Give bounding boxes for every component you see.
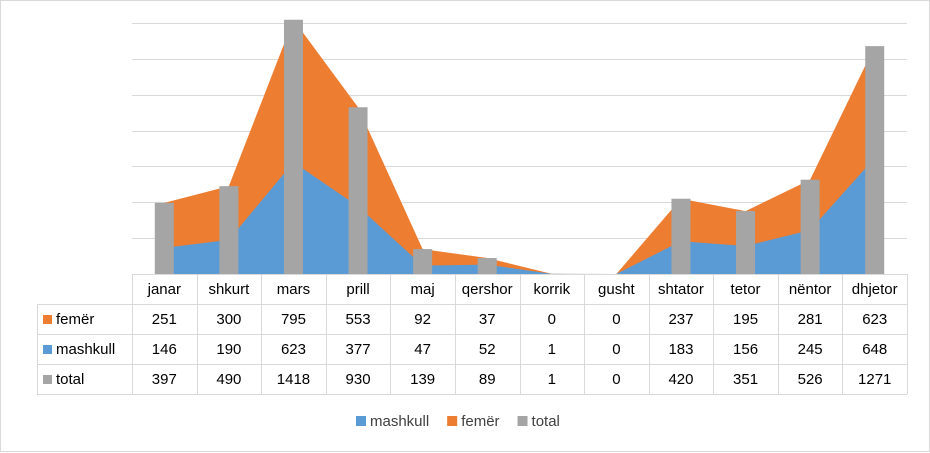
data-cell: 490 (216, 371, 241, 388)
legend: mashkull femër total (356, 413, 560, 430)
category-label: prill (346, 281, 369, 298)
data-cell: 281 (798, 311, 823, 328)
data-cell: 0 (548, 311, 556, 328)
data-cell: 351 (733, 371, 758, 388)
category-label: qershor (462, 281, 513, 298)
category-label: korrik (533, 281, 570, 298)
data-cell: 300 (216, 311, 241, 328)
data-cell: 623 (281, 341, 306, 358)
bar-total-3 (349, 107, 368, 274)
data-cell: 420 (668, 371, 693, 388)
category-label: dhjetor (852, 281, 898, 298)
data-cell: 190 (216, 341, 241, 358)
data-table: janar shkurt mars prill maj qershor korrik gush… (37, 274, 908, 395)
bar-total-1 (219, 186, 238, 274)
data-cell: 397 (152, 371, 177, 388)
data-cell: 1418 (277, 371, 310, 388)
row-key-swatch (43, 375, 52, 384)
bar-total-8 (671, 199, 690, 274)
legend-label: mashkull (370, 413, 429, 430)
category-label: shtator (658, 281, 704, 298)
category-label: tetor (731, 281, 761, 298)
data-cell: 1 (548, 341, 556, 358)
data-cell: 47 (414, 341, 431, 358)
data-cell: 195 (733, 311, 758, 328)
legend-swatch (356, 416, 366, 426)
bar-total-4 (413, 249, 432, 274)
data-cell: 89 (479, 371, 496, 388)
bar-total-10 (801, 180, 820, 274)
row-label: total (56, 371, 84, 388)
data-cell: 930 (346, 371, 371, 388)
bar-total-5 (478, 258, 497, 274)
data-cell: 146 (152, 341, 177, 358)
legend-swatch (518, 416, 528, 426)
category-label: maj (411, 281, 435, 298)
data-cell: 553 (346, 311, 371, 328)
data-cell: 0 (612, 311, 620, 328)
legend-label: femër (461, 413, 499, 430)
data-cell: 377 (346, 341, 371, 358)
area-layer (164, 20, 874, 274)
bar-total-11 (865, 46, 884, 274)
category-label: shkurt (208, 281, 250, 298)
bar-total-2 (284, 20, 303, 274)
data-cell: 251 (152, 311, 177, 328)
bar-total-9 (736, 211, 755, 274)
row-key-swatch (43, 315, 52, 324)
data-cell: 37 (479, 311, 496, 328)
data-cell: 237 (668, 311, 693, 328)
category-label: gusht (598, 281, 636, 298)
data-cell: 52 (479, 341, 496, 358)
row-label: mashkull (56, 341, 115, 358)
data-cell: 795 (281, 311, 306, 328)
data-cell: 623 (862, 311, 887, 328)
bar-total-0 (155, 203, 174, 274)
category-label: nëntor (789, 281, 832, 298)
data-cell: 245 (798, 341, 823, 358)
legend-swatch (447, 416, 457, 426)
data-cell: 0 (612, 341, 620, 358)
legend-label: total (532, 413, 560, 430)
category-label: janar (147, 281, 181, 298)
data-cell: 139 (410, 371, 435, 388)
data-cell: 1 (548, 371, 556, 388)
data-cell: 92 (414, 311, 431, 328)
row-key-swatch (43, 345, 52, 354)
data-cell: 526 (798, 371, 823, 388)
data-cell: 1271 (858, 371, 891, 388)
category-label: mars (277, 281, 310, 298)
data-cell: 648 (862, 341, 887, 358)
data-cell: 0 (612, 371, 620, 388)
row-label: femër (56, 311, 94, 328)
data-cell: 156 (733, 341, 758, 358)
data-cell: 183 (668, 341, 693, 358)
